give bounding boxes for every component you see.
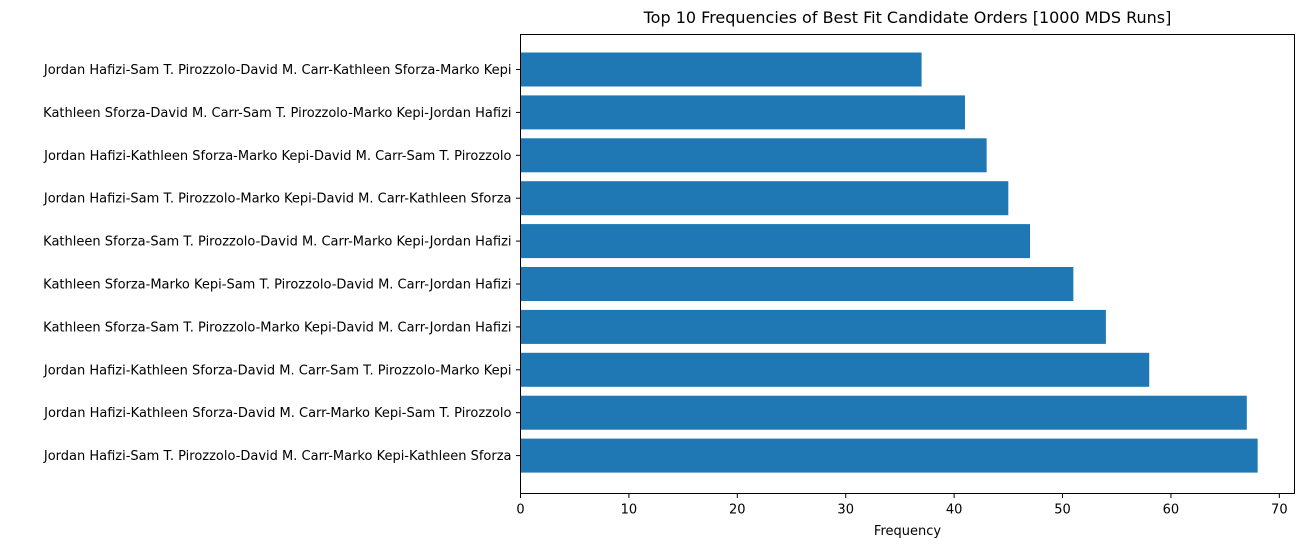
y-tick-label-7: Kathleen Sforza-Sam T. Pirozzolo-Marko K… bbox=[43, 320, 511, 335]
bar-7 bbox=[520, 309, 1106, 344]
plot-frame bbox=[520, 34, 1295, 494]
x-tick-label-40: 40 bbox=[946, 503, 963, 518]
bar-3 bbox=[520, 138, 987, 173]
bar-2 bbox=[520, 95, 965, 130]
bar-9 bbox=[520, 395, 1247, 430]
x-tick-label-50: 50 bbox=[1054, 503, 1071, 518]
x-tick-label-70: 70 bbox=[1271, 503, 1288, 518]
y-tick-label-9: Jordan Hafizi-Kathleen Sforza-David M. C… bbox=[43, 406, 511, 421]
y-tick-label-1: Jordan Hafizi-Sam T. Pirozzolo-David M. … bbox=[43, 63, 512, 78]
y-axis-ticks: Jordan Hafizi-Sam T. Pirozzolo-David M. … bbox=[43, 63, 521, 464]
bar-6 bbox=[520, 267, 1074, 301]
y-tick-label-3: Jordan Hafizi-Kathleen Sforza-Marko Kepi… bbox=[43, 149, 511, 164]
bar-8 bbox=[520, 352, 1150, 387]
y-tick-label-2: Kathleen Sforza-David M. Carr-Sam T. Pir… bbox=[43, 106, 511, 121]
x-tick-label-10: 10 bbox=[621, 503, 638, 518]
x-tick-label-60: 60 bbox=[1163, 503, 1180, 518]
bars-layer bbox=[520, 52, 1258, 473]
y-tick-label-10: Jordan Hafizi-Sam T. Pirozzolo-David M. … bbox=[43, 449, 512, 464]
x-tick-label-30: 30 bbox=[837, 503, 854, 518]
x-axis-ticks: 0 10 20 30 40 50 60 70 bbox=[516, 493, 1288, 518]
bar-5 bbox=[520, 224, 1030, 259]
bar-4 bbox=[520, 181, 1009, 216]
y-tick-label-6: Kathleen Sforza-Marko Kepi-Sam T. Pirozz… bbox=[43, 278, 511, 293]
chart-title: Top 10 Frequencies of Best Fit Candidate… bbox=[643, 8, 1172, 27]
x-tick-label-20: 20 bbox=[729, 503, 746, 518]
x-tick-label-0: 0 bbox=[516, 503, 524, 518]
y-tick-label-5: Kathleen Sforza-Sam T. Pirozzolo-David M… bbox=[43, 235, 511, 250]
bar-10 bbox=[520, 438, 1258, 473]
y-tick-label-4: Jordan Hafizi-Sam T. Pirozzolo-Marko Kep… bbox=[43, 192, 512, 207]
bar-1 bbox=[520, 52, 922, 87]
x-axis-title: Frequency bbox=[874, 524, 941, 539]
y-tick-label-8: Jordan Hafizi-Kathleen Sforza-David M. C… bbox=[43, 363, 512, 378]
